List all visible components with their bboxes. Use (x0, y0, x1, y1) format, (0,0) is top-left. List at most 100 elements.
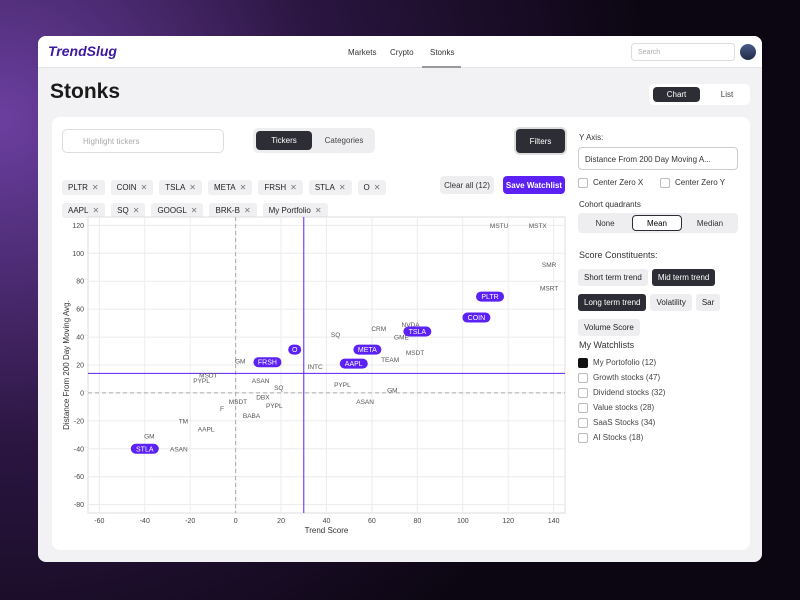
tab-tickers[interactable]: Tickers (256, 131, 312, 150)
view-chart[interactable]: Chart (653, 87, 700, 102)
ticker-chip[interactable]: SQ ✕ (111, 203, 146, 218)
center-x[interactable]: Center Zero X (578, 178, 643, 188)
chip-remove[interactable]: ✕ (91, 183, 99, 192)
chip-remove[interactable]: ✕ (140, 183, 148, 192)
search-box[interactable]: Search (631, 43, 735, 61)
ticker-point[interactable]: GM (387, 388, 397, 395)
ticker-point[interactable]: TM (179, 418, 188, 425)
x-tick-label: -60 (94, 518, 104, 525)
chip-remove[interactable]: ✕ (92, 206, 100, 215)
chip-remove[interactable]: ✕ (190, 206, 198, 215)
quadrant-median[interactable]: Median (696, 218, 724, 228)
ticker-point[interactable]: ASAN (356, 399, 374, 406)
ticker-chip[interactable]: AAPL ✕ (62, 203, 106, 218)
ticker-pill[interactable]: COIN (462, 312, 491, 323)
ticker-point[interactable]: PYPL (266, 403, 283, 410)
ticker-point[interactable]: GM (235, 358, 245, 365)
ticker-point[interactable]: MSDT (406, 350, 424, 357)
nav-link[interactable]: Stonks (430, 48, 455, 57)
chip-label: FRSH (264, 183, 287, 192)
chip-remove[interactable]: ✕ (189, 183, 196, 192)
watchlist-item[interactable]: Value stocks (28) (578, 403, 748, 413)
ticker-point[interactable]: MSRT (540, 286, 558, 293)
ticker-point[interactable]: INTC (308, 364, 323, 371)
ticker-point[interactable]: AAPL (198, 427, 215, 434)
watchlist-item[interactable]: AI Stocks (18) (578, 433, 748, 443)
ticker-point[interactable]: MSTU (490, 223, 509, 230)
watchlist-item[interactable]: My Portofolio (12) (578, 358, 748, 368)
ticker-point[interactable]: TEAM (381, 357, 399, 364)
center-x-label: Center Zero X (593, 178, 644, 188)
highlight-search[interactable]: Highlight tickers (62, 129, 224, 153)
clear-all[interactable]: Clear all (12) (440, 176, 494, 194)
ticker-point[interactable]: DBX (256, 395, 270, 402)
quadrant-none[interactable]: None (595, 218, 615, 228)
constituent[interactable]: Volatility (650, 294, 692, 311)
ticker-pill[interactable]: PLTR (476, 291, 505, 302)
center-y[interactable]: Center Zero Y (660, 178, 725, 188)
ticker-point[interactable]: BABA (243, 413, 261, 420)
nav-link[interactable]: Markets (348, 48, 377, 57)
tab-categories[interactable]: Categories (324, 136, 364, 145)
constituent[interactable]: Sar (695, 294, 721, 311)
ticker-chip[interactable]: GOOGL ✕ (151, 203, 204, 218)
chip-remove[interactable]: ✕ (239, 183, 247, 192)
watchlist-item[interactable]: Growth stocks (47) (578, 373, 748, 383)
logo[interactable]: TrendSlug (48, 43, 117, 59)
x-tick-label: -40 (140, 518, 150, 525)
watchlist-item[interactable]: Dividend stocks (32) (578, 388, 748, 398)
ticker-chip[interactable]: STLA ✕ (308, 180, 352, 195)
ticker-point[interactable]: PYPL (193, 378, 210, 385)
ticker-point[interactable]: SMR (542, 262, 557, 269)
point-label: ASAN (170, 446, 188, 453)
ticker-pill[interactable]: O (288, 344, 302, 355)
ticker-point[interactable]: F (220, 406, 224, 413)
ticker-pill[interactable]: FRSH (253, 357, 282, 368)
ticker-point[interactable]: GME (394, 335, 409, 342)
ticker-point[interactable]: MSDT (199, 372, 217, 379)
chip-remove[interactable]: ✕ (132, 206, 140, 215)
ticker-point[interactable]: NVDA (402, 322, 421, 329)
constituent[interactable]: Long term trend (578, 294, 647, 311)
filters-button[interactable]: Filters (516, 129, 565, 153)
chip-remove[interactable]: ✕ (290, 183, 297, 192)
constituent[interactable]: Short term trend (578, 269, 648, 286)
view-list[interactable]: List (720, 90, 734, 99)
ticker-point[interactable]: PYPL (334, 382, 351, 389)
nav-link[interactable]: Crypto (390, 48, 414, 57)
constituent[interactable]: Mid term trend (651, 269, 716, 286)
chip-remove[interactable]: ✕ (373, 183, 381, 192)
ticker-point[interactable]: MSDT (229, 399, 247, 406)
chip-remove[interactable]: ✕ (338, 183, 346, 192)
ticker-point[interactable]: GM (144, 434, 154, 441)
y-axis-select[interactable]: Distance From 200 Day Moving A... (578, 147, 738, 170)
watchlists: My Portofolio (12) Growth stocks (47) Divi… (578, 358, 748, 448)
ticker-pill[interactable]: TSLA (403, 326, 432, 337)
quadrant-mean[interactable]: Mean (632, 215, 682, 231)
ticker-pill[interactable]: STLA (130, 443, 159, 454)
ticker-chip[interactable]: TSLA ✕ (159, 180, 202, 195)
constituent[interactable]: Volume Score (578, 319, 640, 336)
ticker-chip[interactable]: COIN ✕ (110, 180, 154, 195)
chip-remove[interactable]: ✕ (314, 206, 322, 215)
ticker-point[interactable]: SQ (274, 385, 283, 392)
ticker-point[interactable]: ASAN (252, 378, 270, 385)
ticker-chip[interactable]: My Portfolio ✕ (262, 203, 328, 218)
ticker-point[interactable]: SQ (331, 332, 340, 339)
avatar[interactable] (740, 44, 756, 60)
ticker-chip[interactable]: META ✕ (207, 180, 253, 195)
ticker-pill[interactable]: AAPL (339, 358, 368, 369)
ticker-pill[interactable]: META (353, 344, 382, 355)
ticker-point[interactable]: ASAN (170, 446, 188, 453)
ticker-point[interactable]: MSTX (529, 223, 548, 230)
ticker-chip[interactable]: PLTR ✕ (62, 180, 105, 195)
ticker-point[interactable]: CRM (371, 326, 386, 333)
watchlist-item[interactable]: SaaS Stocks (34) (578, 418, 748, 428)
ticker-chip[interactable]: BRK-B ✕ (209, 203, 257, 218)
point-label: MSTX (529, 223, 548, 230)
chip-remove[interactable]: ✕ (243, 206, 251, 215)
ticker-chip[interactable]: O ✕ (357, 180, 387, 195)
ticker-chip[interactable]: FRSH ✕ (258, 180, 303, 195)
pill-bg (253, 357, 282, 368)
save-watchlist[interactable]: Save Watchlist (503, 176, 565, 194)
